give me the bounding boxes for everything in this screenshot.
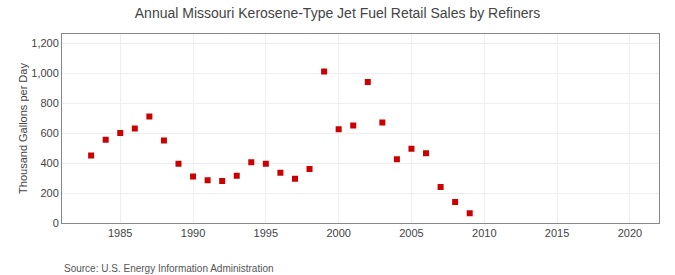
svg-text:2005: 2005 [399,227,423,239]
svg-text:200: 200 [40,187,58,199]
svg-text:1995: 1995 [254,227,278,239]
svg-text:600: 600 [40,127,58,139]
svg-text:Source: U.S. Energy Informatio: Source: U.S. Energy Information Administ… [64,263,274,274]
svg-text:400: 400 [40,157,58,169]
svg-text:1985: 1985 [108,227,132,239]
svg-text:2015: 2015 [545,227,569,239]
svg-text:Thousand Gallons per Day: Thousand Gallons per Day [17,63,29,194]
svg-text:1,200: 1,200 [31,37,59,49]
svg-text:2000: 2000 [326,227,350,239]
svg-text:0: 0 [53,217,59,229]
svg-text:2020: 2020 [618,227,642,239]
svg-text:1,000: 1,000 [31,67,59,79]
svg-text:800: 800 [40,97,58,109]
svg-text:2010: 2010 [472,227,496,239]
svg-text:Annual Missouri Kerosene-Type: Annual Missouri Kerosene-Type Jet Fuel R… [135,5,540,21]
svg-text:1990: 1990 [181,227,205,239]
